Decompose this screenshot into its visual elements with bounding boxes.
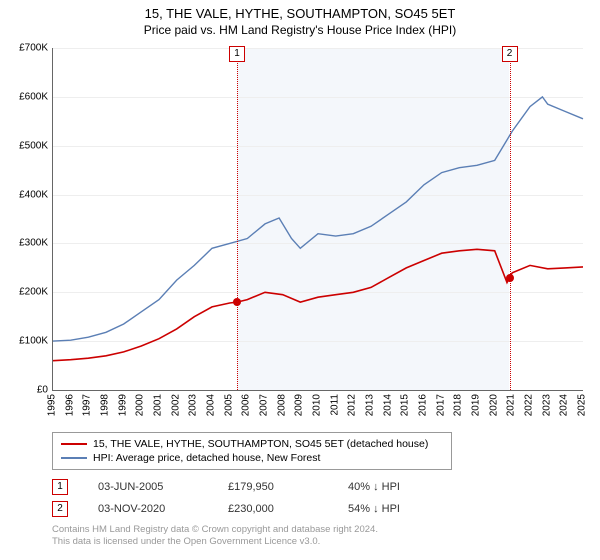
annotation-delta: 40% ↓ HPI [348, 481, 468, 493]
x-axis-tick-label: 1999 [117, 394, 128, 416]
x-axis-tick-label: 2019 [471, 394, 482, 416]
x-axis-tick-label: 1997 [82, 394, 93, 416]
x-axis-tick-label: 2008 [276, 394, 287, 416]
annotation-price: £179,950 [228, 481, 318, 493]
sale-vline [237, 48, 238, 390]
y-axis-tick-label: £700K [4, 43, 48, 54]
sale-marker-icon: 2 [502, 46, 518, 62]
line-plot-svg [53, 48, 583, 390]
x-axis-tick-label: 2009 [294, 394, 305, 416]
legend-item: HPI: Average price, detached house, New … [61, 451, 443, 465]
sale-marker-icon: 2 [52, 501, 68, 517]
x-axis-tick-label: 2023 [541, 394, 552, 416]
x-axis-tick-label: 2003 [188, 394, 199, 416]
y-axis-tick-label: £100K [4, 336, 48, 347]
x-axis-tick-label: 2014 [382, 394, 393, 416]
annotation-date: 03-NOV-2020 [98, 503, 198, 515]
x-axis-tick-label: 2013 [365, 394, 376, 416]
x-axis-tick-label: 2012 [347, 394, 358, 416]
x-axis-tick-label: 2018 [453, 394, 464, 416]
x-axis-tick-label: 2017 [435, 394, 446, 416]
x-axis-tick-label: 2025 [577, 394, 588, 416]
y-axis-tick-label: £400K [4, 189, 48, 200]
x-axis-tick-label: 2007 [259, 394, 270, 416]
sale-marker-dot [506, 274, 514, 282]
y-axis-tick-label: £600K [4, 91, 48, 102]
footer-line: Contains HM Land Registry data © Crown c… [52, 524, 378, 536]
annotation-row: 1 03-JUN-2005 £179,950 40% ↓ HPI [52, 476, 468, 498]
x-axis-tick-label: 1998 [100, 394, 111, 416]
series-line-price_paid [53, 249, 583, 360]
annotation-table: 1 03-JUN-2005 £179,950 40% ↓ HPI 2 03-NO… [52, 476, 468, 520]
x-axis-tick-label: 2001 [153, 394, 164, 416]
legend-swatch-icon [61, 457, 87, 459]
y-axis-tick-label: £500K [4, 140, 48, 151]
x-axis-tick-label: 2020 [488, 394, 499, 416]
annotation-date: 03-JUN-2005 [98, 481, 198, 493]
legend-item: 15, THE VALE, HYTHE, SOUTHAMPTON, SO45 5… [61, 437, 443, 451]
x-axis-tick-label: 1995 [47, 394, 58, 416]
x-axis-tick-label: 1996 [64, 394, 75, 416]
chart-title: 15, THE VALE, HYTHE, SOUTHAMPTON, SO45 5… [0, 0, 600, 21]
legend-label: HPI: Average price, detached house, New … [93, 452, 320, 464]
x-axis-tick-label: 2021 [506, 394, 517, 416]
x-axis-tick-label: 2005 [223, 394, 234, 416]
x-axis-tick-label: 2024 [559, 394, 570, 416]
annotation-price: £230,000 [228, 503, 318, 515]
footer-attribution: Contains HM Land Registry data © Crown c… [52, 524, 378, 549]
legend-swatch-icon [61, 443, 87, 445]
chart-subtitle: Price paid vs. HM Land Registry's House … [0, 21, 600, 37]
y-axis-tick-label: £0 [4, 385, 48, 396]
footer-line: This data is licensed under the Open Gov… [52, 536, 378, 548]
x-axis-tick-label: 2015 [400, 394, 411, 416]
x-axis-tick-label: 2011 [329, 394, 340, 416]
chart-container: 15, THE VALE, HYTHE, SOUTHAMPTON, SO45 5… [0, 0, 600, 560]
series-line-hpi [53, 97, 583, 341]
x-axis-tick-label: 2002 [170, 394, 181, 416]
sale-marker-dot [233, 298, 241, 306]
chart-area: 12 £0£100K£200K£300K£400K£500K£600K£700K… [52, 48, 582, 390]
sale-vline [510, 48, 511, 390]
y-axis-tick-label: £200K [4, 287, 48, 298]
y-axis-tick-label: £300K [4, 238, 48, 249]
legend-label: 15, THE VALE, HYTHE, SOUTHAMPTON, SO45 5… [93, 438, 428, 450]
annotation-delta: 54% ↓ HPI [348, 503, 468, 515]
sale-marker-icon: 1 [52, 479, 68, 495]
legend-box: 15, THE VALE, HYTHE, SOUTHAMPTON, SO45 5… [52, 432, 452, 470]
annotation-row: 2 03-NOV-2020 £230,000 54% ↓ HPI [52, 498, 468, 520]
x-axis-tick-label: 2022 [524, 394, 535, 416]
sale-marker-icon: 1 [229, 46, 245, 62]
x-axis-tick-label: 2010 [312, 394, 323, 416]
x-axis-tick-label: 2016 [418, 394, 429, 416]
plot-region: 12 [52, 48, 583, 391]
x-axis-tick-label: 2006 [241, 394, 252, 416]
x-axis-tick-label: 2000 [135, 394, 146, 416]
x-axis-tick-label: 2004 [206, 394, 217, 416]
